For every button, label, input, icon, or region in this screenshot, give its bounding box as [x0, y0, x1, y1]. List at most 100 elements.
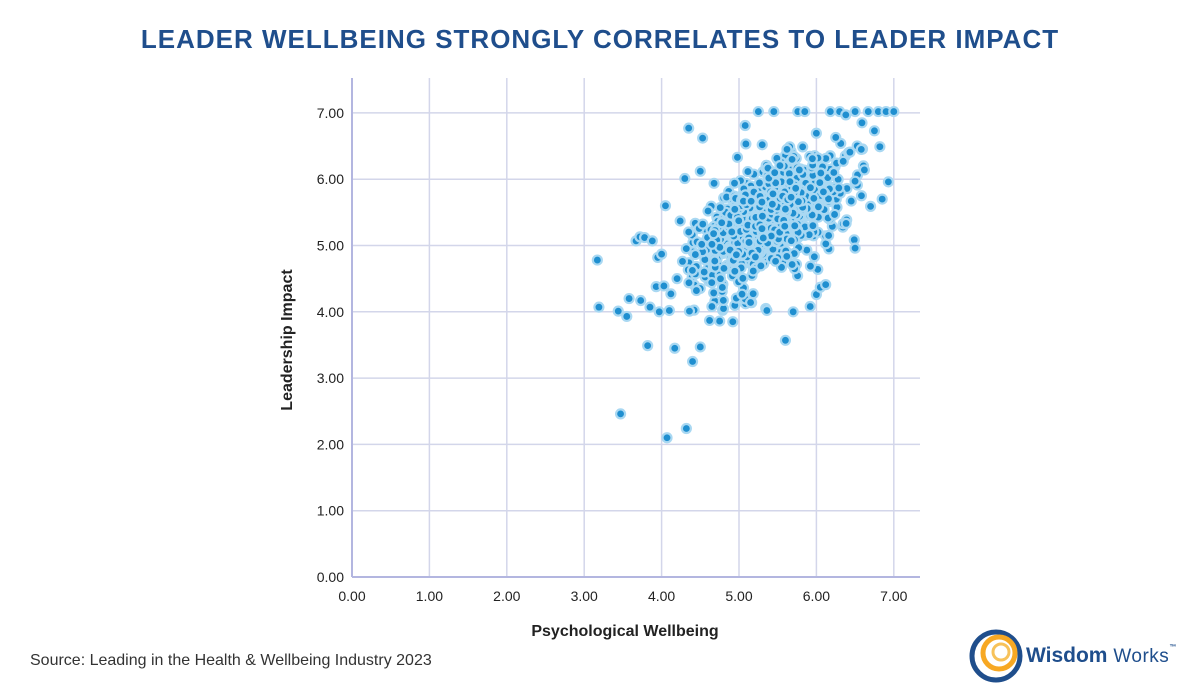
data-point: [849, 105, 861, 118]
data-point: [646, 235, 658, 247]
y-tick-label: 7.00: [317, 105, 344, 121]
data-point: [849, 242, 861, 254]
data-point: [786, 258, 798, 271]
data-point: [676, 255, 689, 268]
data-point: [671, 273, 683, 285]
x-tick-label: 6.00: [803, 588, 830, 604]
data-point: [623, 292, 635, 305]
data-point: [797, 141, 809, 153]
y-tick-label: 2.00: [317, 436, 344, 452]
data-point: [727, 316, 739, 328]
data-point: [799, 105, 811, 118]
data-point: [761, 304, 773, 317]
data-point: [679, 172, 691, 185]
data-point: [747, 265, 759, 277]
data-point: [717, 294, 729, 306]
data-point: [752, 105, 764, 118]
data-point: [793, 164, 805, 176]
data-point: [840, 109, 852, 121]
data-point: [858, 164, 870, 176]
data-point: [876, 193, 888, 205]
data-point: [696, 238, 708, 250]
data-point: [743, 236, 755, 249]
data-point: [856, 117, 868, 129]
swirl-logo-icon: [969, 629, 1023, 683]
data-point: [593, 301, 605, 313]
data-point: [683, 305, 696, 317]
data-point: [817, 186, 830, 198]
data-point: [658, 280, 670, 292]
data-point: [665, 288, 677, 300]
data-point: [745, 195, 757, 207]
data-point: [726, 226, 738, 238]
data-point: [779, 334, 792, 346]
data-point: [874, 141, 886, 153]
data-point: [680, 422, 692, 435]
source-note: Source: Leading in the Health & Wellbein…: [30, 652, 432, 669]
data-point: [789, 220, 801, 232]
data-point: [804, 300, 816, 313]
data-point: [706, 277, 718, 289]
y-tick-label: 5.00: [317, 238, 344, 254]
x-tick-label: 5.00: [725, 588, 752, 604]
data-point: [718, 262, 730, 274]
data-point: [736, 288, 748, 300]
data-point: [837, 155, 849, 167]
data-point: [828, 208, 841, 221]
data-point: [694, 341, 706, 353]
data-point: [653, 306, 665, 318]
data-point: [766, 198, 778, 210]
data-point: [779, 203, 792, 215]
data-point: [697, 218, 709, 230]
data-point: [745, 296, 757, 309]
data-point: [737, 272, 749, 284]
data-point: [806, 153, 818, 165]
data-point: [739, 119, 751, 132]
data-point: [781, 143, 793, 155]
data-point: [708, 177, 720, 189]
data-point: [686, 264, 699, 277]
data-point: [706, 300, 718, 313]
y-tick-label: 0.00: [317, 569, 344, 585]
data-point: [844, 146, 856, 158]
data-point: [680, 243, 692, 255]
data-point: [703, 314, 716, 327]
data-point: [807, 220, 819, 232]
data-points: [591, 105, 900, 444]
data-point: [714, 273, 727, 285]
y-tick-label: 1.00: [317, 503, 344, 519]
data-point: [728, 177, 741, 189]
data-point: [740, 138, 752, 150]
logo-word-1: Wisdom: [1026, 644, 1108, 667]
data-point: [840, 217, 852, 230]
data-point: [753, 177, 766, 189]
data-point: [804, 182, 817, 194]
data-point: [785, 191, 797, 203]
data-point: [669, 342, 681, 354]
data-point: [747, 288, 759, 300]
y-tick-label: 4.00: [317, 304, 344, 320]
data-point: [756, 139, 768, 151]
data-point: [790, 182, 802, 194]
data-point: [697, 132, 709, 144]
data-point: [849, 175, 861, 187]
data-point: [612, 305, 624, 317]
data-point: [690, 284, 703, 297]
data-point: [824, 105, 836, 118]
data-point: [784, 176, 796, 188]
data-point: [812, 201, 825, 213]
data-point: [804, 260, 817, 272]
data-point: [644, 301, 656, 313]
data-point: [769, 167, 781, 179]
data-point: [769, 255, 782, 267]
y-axis-ticks: 0.00 1.00 2.00 3.00 4.00 5.00 6.00 7.00: [317, 105, 344, 585]
data-point: [698, 266, 710, 278]
wisdom-works-logo: Wisdom Works™: [968, 626, 1176, 686]
data-point: [635, 294, 647, 307]
data-point: [694, 165, 706, 177]
data-point: [729, 265, 741, 277]
data-point: [714, 202, 726, 214]
data-point: [815, 167, 827, 179]
data-point: [768, 105, 780, 118]
